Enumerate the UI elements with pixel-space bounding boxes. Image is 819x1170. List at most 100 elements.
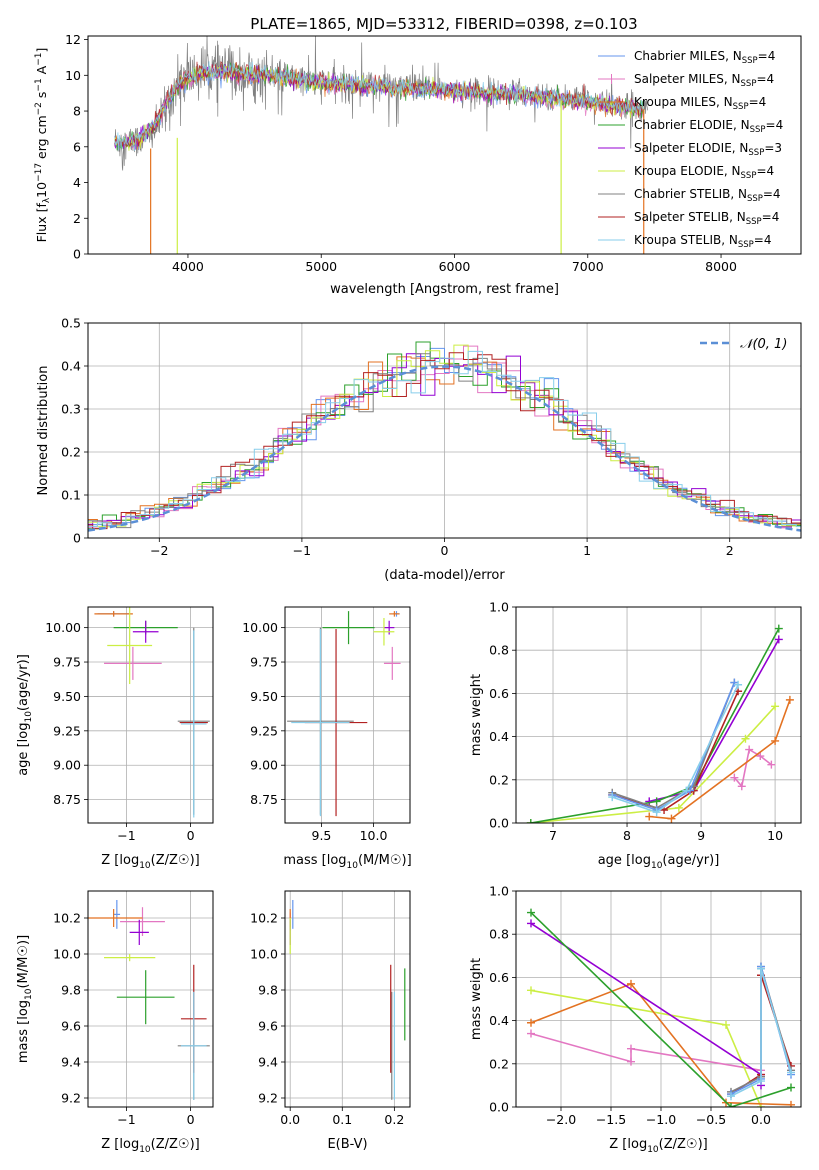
error-bar-point <box>88 909 143 927</box>
x-tick-label: 7 <box>549 828 557 843</box>
y-axis-label: Flux [fλ10−17 erg cm−2 s−1 A−1] <box>34 48 52 243</box>
y-tick-label: 0.0 <box>489 816 509 831</box>
y-tick-label: 9.25 <box>53 723 81 738</box>
legend-label: Chabrier ELODIE, NSSP=4 <box>634 118 783 135</box>
y-tick-label: 1.0 <box>489 884 509 899</box>
y-tick-label: 0.4 <box>489 1013 509 1028</box>
y-tick-label: 9.25 <box>250 723 278 738</box>
y-tick-label: 9.2 <box>258 1091 278 1106</box>
label-part: 10 <box>24 711 34 723</box>
x-tick-label: 2 <box>726 543 734 558</box>
mass-weight-line <box>530 1032 762 1072</box>
label-part: ] <box>34 48 49 53</box>
label-part: s <box>34 92 49 103</box>
mass-weight-line <box>530 912 792 1107</box>
mass-weight-marker <box>667 814 676 823</box>
y-tick-label: 2 <box>73 211 81 226</box>
error-bar-point <box>180 630 207 818</box>
x-tick-label: 0.0 <box>751 1112 771 1127</box>
label-part: 10 <box>139 861 151 871</box>
residual-histogram <box>88 353 801 528</box>
label-part: Z [log <box>101 853 139 868</box>
legend-label: Salpeter ELODIE, NSSP=3 <box>634 141 782 158</box>
mass-weight-marker <box>730 773 739 782</box>
label-part: 10 <box>651 861 663 871</box>
label-part: Kroupa STELIB, N <box>634 233 738 247</box>
mass-weight-marker <box>774 635 783 644</box>
label-part: 10 <box>24 988 34 1000</box>
y-tick-label: 8.75 <box>250 792 278 807</box>
label-part: 10 <box>34 182 49 198</box>
x-axis-label: Z [log10(Z/Z☉)] <box>101 1137 199 1155</box>
y-tick-label: 0.8 <box>489 927 509 942</box>
mass-weight-marker <box>652 808 661 817</box>
mass-weight-marker <box>527 986 535 995</box>
axes-frame <box>87 35 802 255</box>
y-tick-label: 10.00 <box>45 620 81 635</box>
mass-weight-series <box>727 964 795 1101</box>
mass-weight-series <box>730 745 776 791</box>
plot-area <box>289 900 406 1100</box>
y-tick-label: 9.00 <box>53 758 81 773</box>
label-part: SSP <box>748 148 764 158</box>
residual-histogram <box>88 345 801 529</box>
plot-area <box>114 36 648 254</box>
label-part: 10 <box>347 861 359 871</box>
label-part: (M/M☉)] <box>358 853 412 868</box>
error-bar-point <box>104 646 162 680</box>
label-part: λ <box>42 197 52 203</box>
y-tick-label: 10.2 <box>53 911 81 926</box>
x-axis-label: Z [log10(Z/Z☉)] <box>609 1137 707 1155</box>
axes-frame <box>284 890 411 1108</box>
label-part: =4 <box>756 72 774 86</box>
mass-weight-marker <box>674 803 683 812</box>
y-tick-label: 9.4 <box>258 1055 278 1070</box>
label-part: SSP <box>738 240 754 250</box>
mass-weight-marker <box>627 979 635 988</box>
mass-weight-marker <box>771 702 780 711</box>
axes-frame <box>87 606 214 824</box>
y-tick-label: 0.0 <box>489 1100 509 1115</box>
y-tick-label: 9.50 <box>250 689 278 704</box>
y-tick-label: 10.0 <box>250 947 278 962</box>
legend-label: Salpeter MILES, NSSP=4 <box>634 72 774 89</box>
label-part: (Z/Z☉)] <box>151 853 200 868</box>
label-part: SSP <box>747 194 763 204</box>
label-part: (Z/Z☉)] <box>151 1137 200 1152</box>
y-axis-label: age [log10(age/yr)] <box>16 654 34 776</box>
error-bar-point <box>129 919 149 945</box>
mass-weight-series <box>527 1029 765 1075</box>
error-bar-point <box>373 618 395 646</box>
model-spectrum-line <box>114 62 644 151</box>
mass-weight-series <box>526 624 783 823</box>
mass-weight-line <box>530 705 776 823</box>
x-axis-label: (data-model)/error <box>384 568 505 583</box>
error-bar-point <box>104 954 156 962</box>
x-axis-label: mass [log10(M/M☉)] <box>283 853 411 871</box>
y-tick-label: 4 <box>73 175 81 190</box>
label-part: age [log <box>16 723 31 776</box>
y-tick-label: 12 <box>65 32 81 47</box>
x-tick-label: 8 <box>623 828 631 843</box>
y-tick-label: 1.0 <box>489 600 509 615</box>
y-tick-label: 0.6 <box>489 970 509 985</box>
label-part: (M/M☉)] <box>16 935 31 989</box>
y-tick-label: 9.6 <box>258 1019 278 1034</box>
x-tick-label: 6000 <box>439 259 471 274</box>
x-axis-label: Z [log10(Z/Z☉)] <box>101 853 199 871</box>
mass-weight-marker <box>627 1044 635 1053</box>
mass-weight-marker <box>608 793 617 802</box>
error-bar-point <box>383 646 401 680</box>
y-tick-label: 0 <box>73 247 81 262</box>
y-tick-label: 9.75 <box>53 655 81 670</box>
x-tick-label: −0.5 <box>696 1112 726 1127</box>
x-tick-label: 4000 <box>172 259 204 274</box>
mass-weight-line <box>530 922 762 1086</box>
mass-weight-line <box>530 989 762 1107</box>
y-tick-label: 0.6 <box>489 686 509 701</box>
label-part: =4 <box>763 187 781 201</box>
x-axis-label: wavelength [Angstrom, rest frame] <box>330 282 559 297</box>
label-part: −1 <box>34 78 44 91</box>
error-bar-point <box>180 991 207 1100</box>
label-part: mass [log <box>283 853 346 868</box>
